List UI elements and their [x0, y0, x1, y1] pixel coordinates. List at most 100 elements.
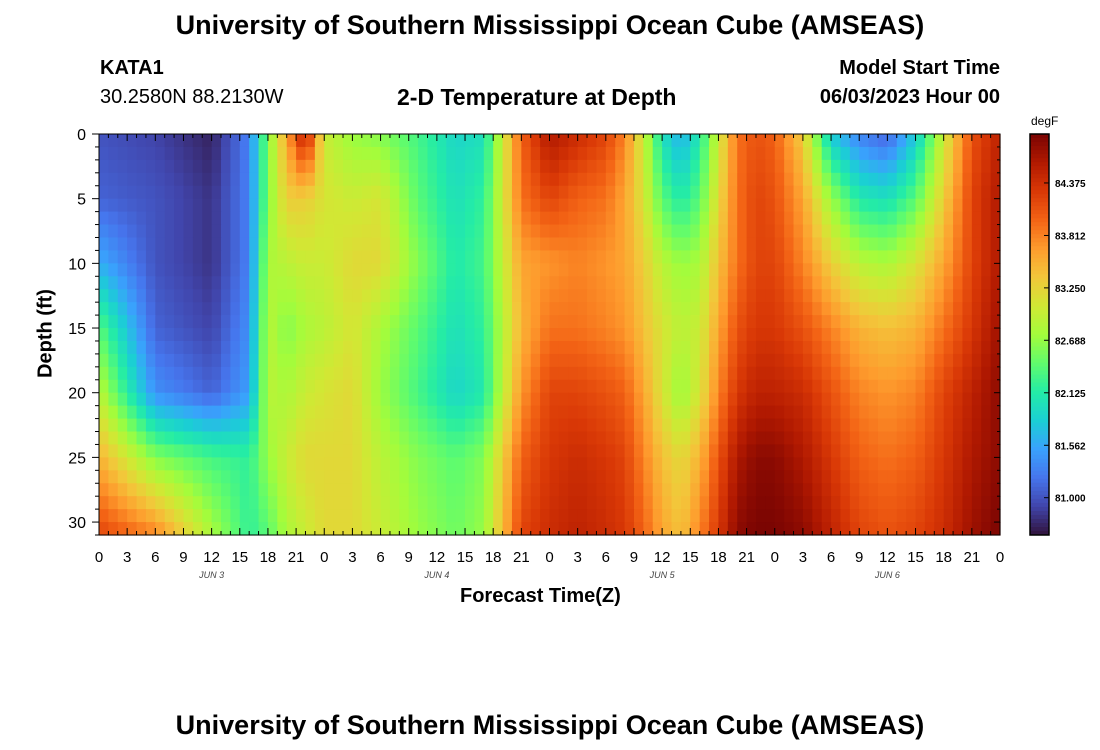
heatmap-cell: [643, 134, 654, 148]
heatmap-cell: [812, 379, 823, 394]
heatmap-cell: [333, 159, 344, 174]
heatmap-cell: [793, 418, 804, 433]
heatmap-cell: [755, 172, 766, 187]
heatmap-cell: [371, 263, 382, 277]
heatmap-cell: [793, 237, 804, 252]
heatmap-cell: [192, 328, 203, 342]
colorbar-segment: [1030, 430, 1049, 436]
heatmap-cell: [718, 263, 729, 277]
heatmap-cell: [418, 340, 429, 355]
heatmap-cell: [587, 211, 598, 226]
heatmap-cell: [877, 509, 888, 523]
heatmap-cell: [587, 366, 598, 381]
heatmap-cell: [192, 418, 203, 433]
heatmap-cell: [211, 405, 222, 420]
colorbar-segment: [1030, 262, 1049, 267]
heatmap-cell: [127, 224, 138, 239]
heatmap-cell: [408, 146, 419, 161]
heatmap-cell: [258, 457, 269, 471]
heatmap-cell: [474, 302, 485, 316]
heatmap-cell: [652, 509, 663, 523]
heatmap-cell: [549, 134, 560, 148]
heatmap-cell: [117, 134, 128, 148]
heatmap-cell: [465, 392, 476, 407]
heatmap-cell: [615, 392, 626, 407]
heatmap-cell: [699, 353, 710, 368]
heatmap-cell: [361, 444, 372, 458]
heatmap-cell: [793, 509, 804, 523]
heatmap-cell: [174, 250, 185, 264]
heatmap-cell: [286, 224, 297, 239]
heatmap-cell: [521, 444, 532, 458]
heatmap-cell: [774, 444, 785, 458]
heatmap-cell: [343, 328, 354, 342]
heatmap-cell: [99, 224, 109, 239]
heatmap-cell: [596, 211, 607, 226]
heatmap-cell: [183, 302, 194, 316]
heatmap-cell: [333, 276, 344, 290]
heatmap-cell: [145, 509, 156, 523]
heatmap-cell: [436, 237, 447, 252]
heatmap-cell: [324, 340, 335, 355]
heatmap-cell: [99, 211, 109, 226]
heatmap-cell: [662, 185, 673, 200]
heatmap-cell: [802, 522, 813, 536]
x-tick-label: 0: [996, 549, 1004, 566]
heatmap-cell: [981, 185, 992, 200]
heatmap-cell: [446, 185, 457, 200]
heatmap-cell: [164, 146, 175, 161]
x-tick-label: 12: [654, 549, 671, 566]
heatmap-cell: [230, 237, 241, 252]
heatmap-cell: [887, 509, 898, 523]
heatmap-cell: [690, 392, 701, 407]
heatmap-cell: [587, 263, 598, 277]
heatmap-cell: [511, 392, 522, 407]
heatmap-cell: [971, 379, 982, 394]
heatmap-cell: [896, 483, 907, 497]
heatmap-cell: [877, 483, 888, 497]
heatmap-cell: [352, 483, 363, 497]
heatmap-cell: [981, 431, 992, 446]
heatmap-cell: [690, 289, 701, 303]
heatmap-cell: [709, 418, 720, 433]
heatmap-cell: [108, 146, 119, 161]
heatmap-cell: [662, 431, 673, 446]
heatmap-cell: [746, 263, 757, 277]
heatmap-cell: [680, 134, 691, 148]
heatmap-cell: [859, 172, 870, 187]
heatmap-cell: [511, 146, 522, 161]
heatmap-cell: [849, 457, 860, 471]
heatmap-cell: [202, 224, 213, 239]
heatmap-cell: [812, 353, 823, 368]
heatmap-cell: [577, 263, 588, 277]
heatmap-cell: [849, 340, 860, 355]
heatmap-cell: [399, 379, 410, 394]
heatmap-cell: [887, 237, 898, 252]
heatmap-cell: [267, 457, 278, 471]
heatmap-cell: [127, 146, 138, 161]
heatmap-cell: [99, 509, 109, 523]
heatmap-cell: [455, 470, 466, 484]
heatmap-cell: [145, 340, 156, 355]
heatmap-cell: [296, 146, 307, 161]
heatmap-cell: [211, 250, 222, 264]
heatmap-cell: [221, 237, 231, 252]
heatmap-cell: [399, 470, 410, 484]
heatmap-cell: [887, 418, 898, 433]
heatmap-cell: [183, 353, 194, 368]
heatmap-cell: [314, 328, 325, 342]
heatmap-cell: [840, 470, 851, 484]
heatmap-cell: [267, 483, 278, 497]
heatmap-cell: [971, 496, 982, 510]
heatmap-cell: [587, 353, 598, 368]
day-label: JUN 4: [423, 570, 449, 580]
heatmap-cell: [990, 509, 1001, 523]
heatmap-cell: [418, 366, 429, 381]
heatmap-cell: [868, 379, 879, 394]
heatmap-cell: [709, 353, 720, 368]
colorbar-segment: [1030, 226, 1049, 231]
heatmap-cell: [896, 250, 907, 264]
heatmap-cell: [596, 483, 607, 497]
heatmap-cell: [924, 250, 935, 264]
heatmap-cell: [699, 366, 710, 381]
